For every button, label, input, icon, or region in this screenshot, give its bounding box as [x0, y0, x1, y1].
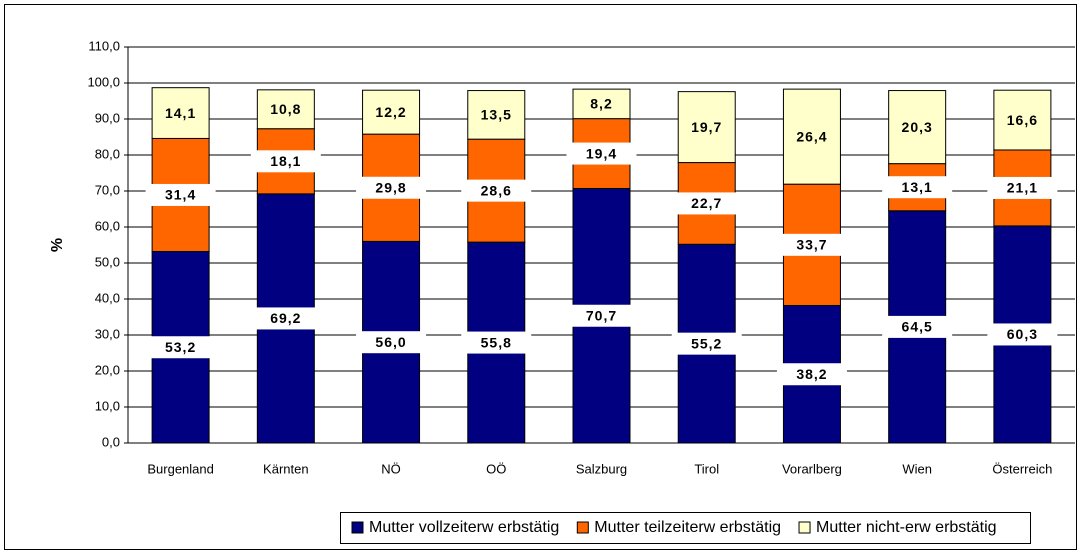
data-label-bg	[461, 179, 532, 202]
data-label: 38,2	[796, 366, 827, 382]
data-label-bg	[461, 331, 532, 354]
bar-segment	[467, 90, 526, 140]
y-tick-label: 10,0	[95, 398, 120, 413]
data-label-bg	[776, 363, 847, 386]
data-label-bg	[671, 192, 742, 215]
legend-swatch	[798, 521, 811, 534]
x-tick-label: OÖ	[486, 461, 506, 476]
legend-box	[340, 512, 1031, 544]
bar-segment	[888, 90, 947, 165]
data-label: 31,4	[165, 187, 196, 203]
data-label-bg	[250, 307, 321, 330]
data-label: 13,1	[902, 179, 933, 195]
data-label: 28,6	[481, 182, 512, 198]
data-label-bg	[145, 183, 216, 206]
data-label-bg	[145, 336, 216, 359]
data-label-bg	[356, 331, 427, 354]
data-label: 19,4	[586, 145, 617, 161]
x-tick-label: Salzburg	[576, 461, 627, 476]
y-tick-label: 40,0	[95, 290, 120, 305]
data-label: 69,2	[270, 310, 301, 326]
data-label: 55,2	[691, 335, 722, 351]
bar-segment	[782, 88, 841, 185]
bar-segment	[362, 89, 421, 135]
y-tick-label: 110,0	[88, 38, 120, 53]
data-label: 26,4	[796, 128, 827, 144]
data-label: 70,7	[586, 307, 617, 323]
bar-segment	[572, 88, 631, 120]
data-label-bg	[987, 323, 1058, 346]
x-tick-label: Tirol	[694, 461, 719, 476]
data-label: 12,2	[375, 104, 406, 120]
data-label: 20,3	[902, 119, 933, 135]
bar-segment	[256, 89, 315, 130]
y-axis-title: %	[49, 238, 66, 252]
legend-label: Mutter vollzeiterw erbstätig	[369, 519, 559, 536]
x-tick-label: Kärnten	[263, 461, 309, 476]
data-label: 18,1	[270, 153, 301, 169]
y-tick-label: 80,0	[95, 146, 120, 161]
y-tick-label: 50,0	[95, 254, 120, 269]
x-tick-label: NÖ	[381, 461, 401, 476]
bar-segment	[677, 91, 736, 164]
data-label: 8,2	[590, 96, 612, 112]
data-label-bg	[250, 150, 321, 173]
y-tick-label: 60,0	[95, 218, 120, 233]
x-tick-label: Burgenland	[147, 461, 214, 476]
y-tick-label: 70,0	[95, 182, 120, 197]
data-label: 14,1	[165, 105, 196, 121]
data-label-bg	[776, 233, 847, 256]
data-label-bg	[882, 176, 953, 199]
legend-label: Mutter nicht-erw erbstätig	[816, 519, 997, 536]
legend-label: Mutter teilzeiterw erbstätig	[594, 519, 781, 536]
y-tick-label: 20,0	[95, 362, 120, 377]
data-label: 22,7	[691, 195, 722, 211]
x-tick-label: Österreich	[992, 461, 1052, 476]
x-tick-label: Vorarlberg	[782, 461, 842, 476]
bar-segment	[151, 87, 210, 139]
data-label: 16,6	[1007, 112, 1038, 128]
data-label-bg	[882, 315, 953, 338]
data-label-bg	[671, 332, 742, 355]
data-label-bg	[356, 176, 427, 199]
bar-segment	[993, 89, 1052, 151]
data-label-bg	[566, 142, 637, 165]
data-label: 10,8	[270, 101, 301, 117]
y-tick-label: 100,0	[87, 74, 120, 89]
data-label: 56,0	[375, 334, 406, 350]
data-label: 19,7	[691, 119, 722, 135]
data-label: 33,7	[796, 237, 827, 253]
data-label: 60,3	[1007, 326, 1038, 342]
data-label: 13,5	[481, 107, 512, 123]
data-label-bg	[987, 176, 1058, 199]
data-label: 55,8	[481, 334, 512, 350]
y-tick-label: 30,0	[95, 326, 120, 341]
data-label: 53,2	[165, 339, 196, 355]
x-tick-label: Wien	[902, 461, 932, 476]
legend-swatch	[351, 521, 364, 534]
data-label: 64,5	[902, 319, 933, 335]
data-label-bg	[566, 304, 637, 327]
data-label: 21,1	[1007, 180, 1038, 196]
data-label: 29,8	[375, 179, 406, 195]
y-tick-label: 90,0	[95, 110, 120, 125]
legend-swatch	[576, 521, 589, 534]
y-tick-label: 0,0	[102, 434, 120, 449]
